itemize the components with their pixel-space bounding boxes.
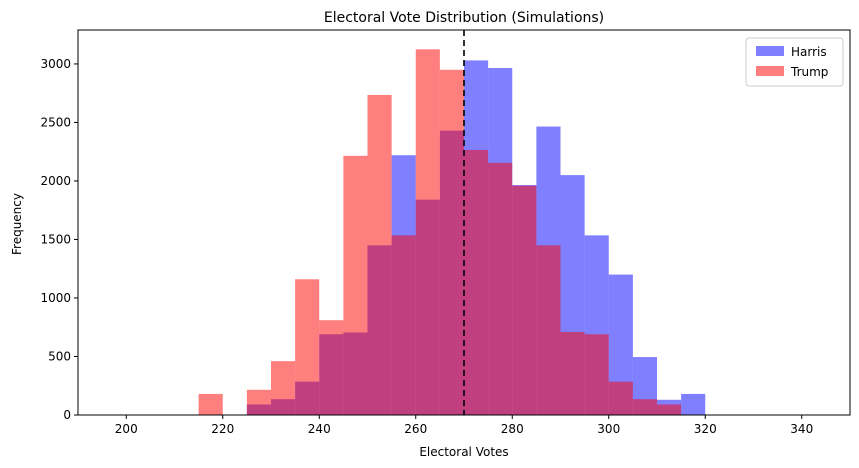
bar-trump-280 [512, 185, 537, 415]
bar-trump-245 [343, 155, 368, 416]
bar-trump-265 [439, 69, 464, 415]
bar-trump-285 [536, 245, 561, 415]
bar-trump-215 [198, 393, 223, 415]
y-tick-label: 0 [63, 408, 71, 422]
bar-trump-235 [295, 279, 320, 415]
legend: Harris Trump [745, 37, 844, 87]
bar-harris-315 [681, 393, 706, 415]
y-tick-label: 500 [48, 349, 71, 363]
x-tick-label: 320 [694, 422, 717, 436]
bar-trump-230 [271, 361, 296, 415]
y-axis: 0 500 1000 1500 2000 2500 3000 [40, 57, 78, 422]
x-tick-label: 300 [597, 422, 620, 436]
bar-trump-260 [415, 49, 440, 416]
plot-frame [77, 29, 851, 416]
x-tick-label: 200 [115, 422, 138, 436]
legend-label-harris: Harris [791, 45, 827, 59]
x-axis-label: Electoral Votes [419, 445, 508, 459]
y-tick-label: 3000 [40, 57, 71, 71]
x-axis: 200 220 240 260 280 300 320 340 [115, 415, 813, 436]
legend-swatch-harris [756, 46, 784, 56]
bar-trump-255 [391, 235, 416, 415]
legend-label-trump: Trump [790, 65, 828, 79]
y-axis-label: Frequency [10, 193, 24, 255]
x-tick-label: 340 [790, 422, 813, 436]
x-tick-label: 280 [501, 422, 524, 436]
bar-trump-275 [488, 162, 513, 415]
bar-trump-295 [584, 334, 609, 415]
x-tick-label: 240 [308, 422, 331, 436]
y-tick-label: 2000 [40, 174, 71, 188]
bar-trump-270 [464, 149, 489, 415]
x-tick-label: 220 [211, 422, 234, 436]
chart-title: Electoral Vote Distribution (Simulations… [324, 10, 604, 26]
legend-swatch-trump [756, 66, 784, 76]
bars-layer [198, 49, 706, 416]
y-tick-label: 1500 [40, 232, 71, 246]
bar-trump-310 [657, 404, 682, 415]
y-tick-label: 1000 [40, 291, 71, 305]
bar-trump-300 [608, 381, 633, 415]
y-tick-label: 2500 [40, 115, 71, 129]
bar-trump-240 [319, 320, 344, 415]
bar-trump-290 [560, 331, 585, 415]
bar-trump-305 [632, 399, 657, 415]
bar-trump-225 [246, 389, 271, 415]
x-tick-label: 260 [404, 422, 427, 436]
bar-trump-250 [367, 94, 392, 415]
